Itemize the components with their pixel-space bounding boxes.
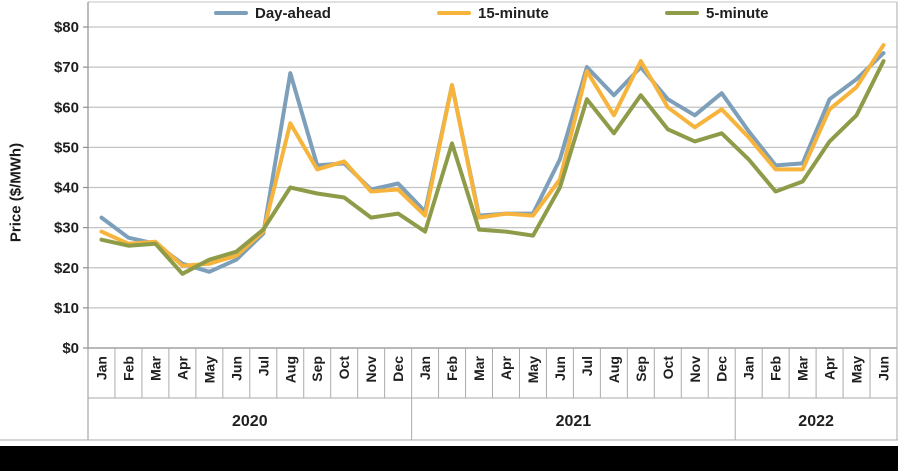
y-tick-label: $0 bbox=[62, 340, 79, 357]
month-label: Sep bbox=[309, 356, 325, 382]
month-label: Sep bbox=[633, 356, 649, 382]
month-label: Dec bbox=[714, 356, 730, 382]
month-label: Mar bbox=[471, 355, 487, 380]
month-label: Apr bbox=[174, 355, 190, 380]
month-label: Apr bbox=[498, 355, 514, 380]
price-line-chart: $0 $10 $20 $30 $40 $50 $60 $70 $80 Jan Feb Mar Apr Ma… bbox=[0, 1, 898, 441]
series-line-day-ahead bbox=[99, 51, 886, 274]
month-label: Jan bbox=[93, 356, 109, 380]
year-label: 2021 bbox=[556, 413, 592, 430]
legend-label-5-minute: 5-minute bbox=[706, 4, 769, 22]
series-line-5-minute bbox=[99, 59, 886, 276]
month-label: May bbox=[525, 356, 541, 383]
year-label: 2020 bbox=[232, 413, 268, 430]
legend-item-day-ahead: Day-ahead bbox=[214, 3, 331, 23]
year-label: 2022 bbox=[798, 413, 834, 430]
legend-label-15-minute: 15-minute bbox=[478, 4, 549, 22]
legend-item-5-minute: 5-minute bbox=[665, 3, 769, 23]
y-tick-label: $70 bbox=[54, 59, 79, 76]
series-line-15-minute bbox=[99, 43, 886, 268]
y-tick-label: $40 bbox=[54, 180, 79, 197]
month-label: May bbox=[849, 356, 865, 383]
month-label: Jul bbox=[255, 356, 271, 376]
y-axis-title: Price ($/MWh) bbox=[7, 142, 25, 243]
day-ahead-line-swatch bbox=[214, 11, 248, 15]
y-tick-label: $20 bbox=[54, 260, 79, 277]
month-label: Nov bbox=[687, 356, 703, 383]
month-label: Nov bbox=[363, 356, 379, 383]
month-label: May bbox=[201, 356, 217, 383]
month-label: Oct bbox=[660, 356, 676, 380]
legend-label-day-ahead: Day-ahead bbox=[255, 4, 331, 22]
month-label: Feb bbox=[444, 356, 460, 381]
month-label: Mar bbox=[795, 355, 811, 380]
month-label: Jun bbox=[876, 356, 892, 381]
month-label: Feb bbox=[120, 356, 136, 381]
y-tick-label: $30 bbox=[54, 220, 79, 237]
y-tick-label: $50 bbox=[54, 139, 79, 156]
month-label: Feb bbox=[768, 356, 784, 381]
month-label: Jul bbox=[579, 356, 595, 376]
month-label: Aug bbox=[282, 356, 298, 383]
y-tick-label: $60 bbox=[54, 99, 79, 116]
chart-legend: Day-ahead 15-minute 5-minute bbox=[0, 0, 898, 26]
fifteen-minute-line-swatch bbox=[437, 11, 471, 15]
y-tick-label: $10 bbox=[54, 300, 79, 317]
month-label: Oct bbox=[336, 356, 352, 380]
y-tick-label: $80 bbox=[54, 19, 79, 36]
month-label: Jun bbox=[552, 356, 568, 381]
month-label: Jan bbox=[417, 356, 433, 380]
month-label: Mar bbox=[147, 355, 163, 380]
month-label: Jun bbox=[228, 356, 244, 381]
month-label: Aug bbox=[606, 356, 622, 383]
legend-item-15-minute: 15-minute bbox=[437, 3, 549, 23]
bottom-black-bar bbox=[0, 446, 898, 471]
month-label: Apr bbox=[822, 355, 838, 380]
five-minute-line-swatch bbox=[665, 11, 699, 15]
month-label: Dec bbox=[390, 356, 406, 382]
month-label: Jan bbox=[741, 356, 757, 380]
